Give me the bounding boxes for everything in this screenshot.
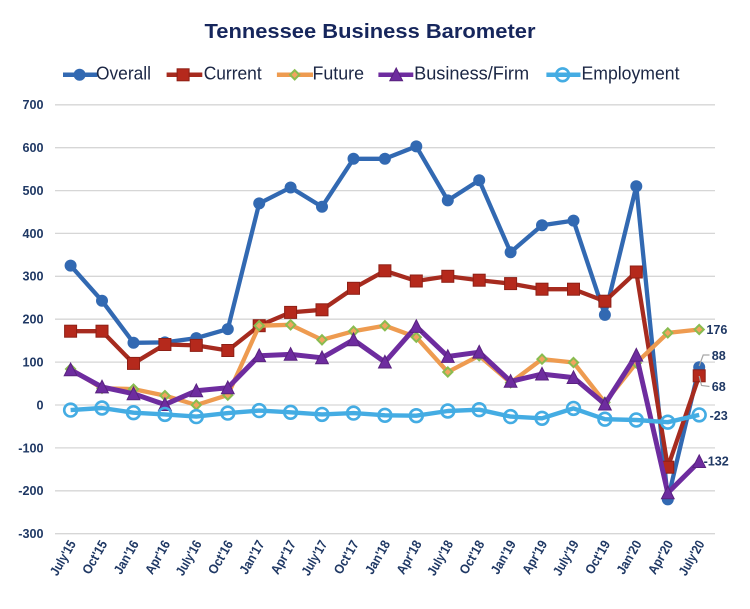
svg-text:-100: -100	[18, 441, 43, 455]
svg-text:88: 88	[712, 349, 726, 363]
svg-text:700: 700	[22, 98, 43, 112]
svg-text:176: 176	[706, 323, 727, 337]
svg-text:Business/Firm: Business/Firm	[414, 63, 529, 84]
svg-text:0: 0	[36, 398, 43, 412]
svg-text:Overall: Overall	[96, 63, 151, 84]
svg-text:Future: Future	[313, 63, 365, 84]
svg-text:68: 68	[712, 380, 726, 394]
svg-text:300: 300	[22, 270, 43, 284]
svg-text:-200: -200	[18, 484, 43, 498]
svg-text:-23: -23	[710, 409, 728, 423]
svg-text:600: 600	[22, 141, 43, 155]
svg-text:-300: -300	[18, 527, 43, 541]
svg-text:200: 200	[22, 313, 43, 327]
svg-text:Employment: Employment	[582, 63, 680, 84]
svg-text:500: 500	[22, 184, 43, 198]
svg-text:Tennessee Business Barometer: Tennessee Business Barometer	[205, 21, 536, 43]
svg-text:-132: -132	[704, 455, 729, 469]
svg-text:Current: Current	[204, 63, 262, 84]
svg-text:400: 400	[22, 227, 43, 241]
svg-text:100: 100	[22, 356, 43, 370]
